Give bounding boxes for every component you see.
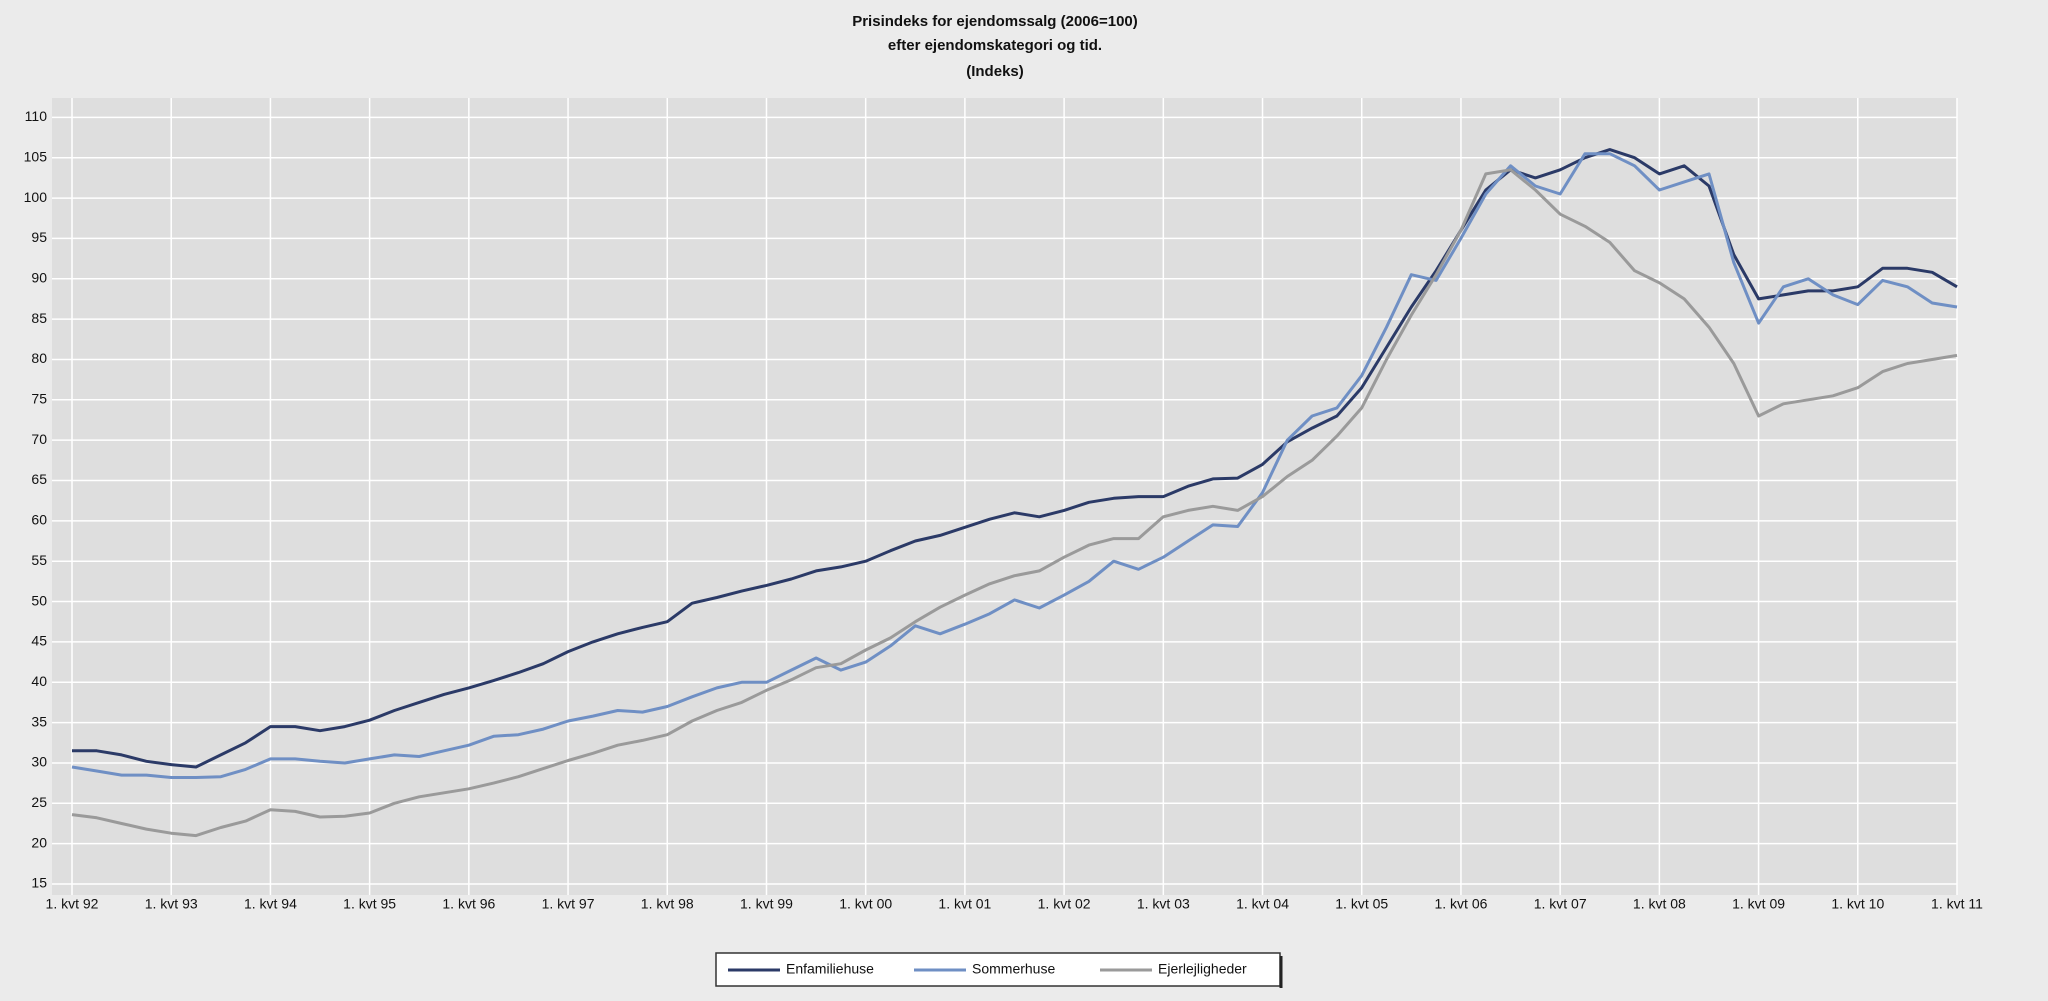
y-tick-label: 40 (31, 673, 47, 689)
series-line (71, 168, 1958, 838)
y-tick-label: 65 (31, 471, 47, 487)
plot-area (52, 98, 1957, 895)
x-tick-label: 1. kvt 04 (1236, 896, 1289, 912)
x-tick-label: 1. kvt 05 (1335, 896, 1388, 912)
x-tick-label: 1. kvt 03 (1137, 896, 1190, 912)
y-tick-label: 45 (31, 633, 47, 649)
y-tick-label: 55 (31, 552, 47, 568)
x-tick-label: 1. kvt 00 (839, 896, 892, 912)
x-tick-label: 1. kvt 92 (46, 896, 99, 912)
y-tick-label: 95 (31, 229, 47, 245)
y-tick-label: 15 (31, 875, 47, 891)
x-tick-label: 1. kvt 06 (1434, 896, 1487, 912)
x-tick-label: 1. kvt 96 (442, 896, 495, 912)
x-tick-label: 1. kvt 93 (145, 896, 198, 912)
x-tick-label: 1. kvt 10 (1831, 896, 1884, 912)
y-tick-label: 25 (31, 794, 47, 810)
x-tick-label: 1. kvt 07 (1534, 896, 1587, 912)
legend-label: Sommerhuse (972, 961, 1055, 977)
y-tick-label: 75 (31, 391, 47, 407)
legend: Enfamiliehuse Sommerhuse Ejerlejligheder (728, 961, 1247, 977)
x-tick-label: 1. kvt 94 (244, 896, 297, 912)
x-tick-label: 1. kvt 97 (542, 896, 595, 912)
y-tick-label: 105 (24, 148, 48, 164)
y-tick-label: 85 (31, 310, 47, 326)
y-tick-label: 20 (31, 834, 47, 850)
x-tick-label: 1. kvt 02 (1038, 896, 1091, 912)
x-tick-label: 1. kvt 11 (1931, 896, 1983, 912)
x-tick-label: 1. kvt 09 (1732, 896, 1785, 912)
legend-label: Ejerlejligheder (1158, 961, 1247, 977)
y-tick-label: 35 (31, 713, 47, 729)
x-tick-label: 1. kvt 98 (641, 896, 694, 912)
y-tick-label: 70 (31, 431, 47, 447)
series-line (72, 148, 1958, 769)
x-tick-label: 1. kvt 99 (740, 896, 793, 912)
chart-subtitle: (Indeks) (966, 63, 1024, 80)
series-line (71, 152, 1958, 779)
x-tick-label: 1. kvt 01 (938, 896, 991, 912)
y-tick-label: 60 (31, 512, 47, 528)
grid: 15 20 25 30 35 40 45 50 55 60 65 70 75 80 85 90 95 100 105… (24, 98, 1983, 912)
y-tick-label: 50 (31, 592, 47, 608)
x-tick-label: 1. kvt 95 (343, 896, 396, 912)
y-tick-label: 30 (31, 754, 47, 770)
lines (71, 148, 1958, 838)
x-tick-label: 1. kvt 08 (1633, 896, 1686, 912)
legend-box (715, 952, 1281, 987)
chart-subtitle: efter ejendomskategori og tid. (888, 37, 1102, 54)
y-tick-label: 100 (24, 189, 48, 205)
y-tick-label: 90 (31, 269, 47, 285)
y-tick-label: 110 (25, 108, 48, 124)
chart-title: Prisindeks for ejendomssalg (2006=100) (852, 13, 1138, 30)
legend-label: Enfamiliehuse (786, 961, 874, 977)
y-tick-label: 80 (31, 350, 47, 366)
